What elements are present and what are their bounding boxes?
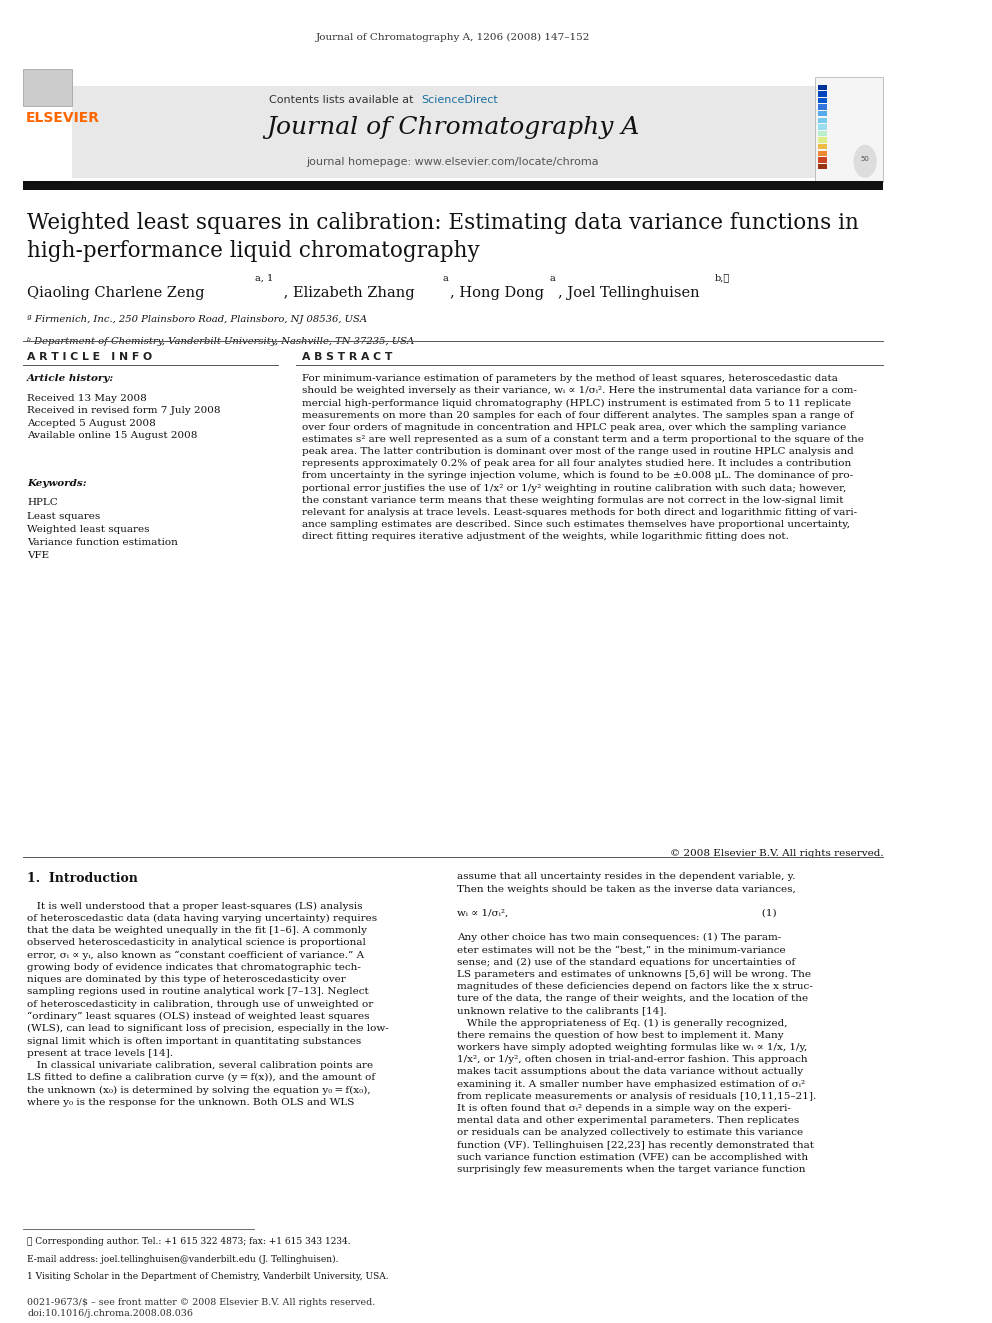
FancyBboxPatch shape: [818, 124, 827, 130]
FancyBboxPatch shape: [818, 144, 827, 149]
Text: Contents lists available at: Contents lists available at: [269, 95, 417, 106]
Text: © 2008 Elsevier B.V. All rights reserved.: © 2008 Elsevier B.V. All rights reserved…: [670, 848, 883, 857]
FancyBboxPatch shape: [818, 164, 827, 169]
FancyBboxPatch shape: [23, 69, 72, 106]
Text: 1.  Introduction: 1. Introduction: [27, 872, 138, 885]
Text: , Elizabeth Zhang: , Elizabeth Zhang: [279, 286, 415, 299]
Text: A R T I C L E   I N F O: A R T I C L E I N F O: [27, 352, 153, 361]
Text: 1 Visiting Scholar in the Department of Chemistry, Vanderbilt University, USA.: 1 Visiting Scholar in the Department of …: [27, 1271, 389, 1281]
Text: Weighted least squares in calibration: Estimating data variance functions in
hig: Weighted least squares in calibration: E…: [27, 212, 859, 262]
FancyBboxPatch shape: [818, 157, 827, 163]
FancyBboxPatch shape: [818, 85, 827, 90]
Text: For minimum-variance estimation of parameters by the method of least squares, he: For minimum-variance estimation of param…: [302, 374, 863, 541]
Text: A B S T R A C T: A B S T R A C T: [302, 352, 392, 361]
FancyBboxPatch shape: [818, 105, 827, 110]
Text: It is well understood that a proper least-squares (LS) analysis
of heteroscedast: It is well understood that a proper leas…: [27, 901, 389, 1107]
Text: 0021-9673/$ – see front matter © 2008 Elsevier B.V. All rights reserved.
doi:10.: 0021-9673/$ – see front matter © 2008 El…: [27, 1298, 375, 1318]
Text: Keywords:: Keywords:: [27, 479, 87, 488]
FancyBboxPatch shape: [818, 138, 827, 143]
FancyBboxPatch shape: [72, 86, 833, 179]
Text: ᵇ Department of Chemistry, Vanderbilt University, Nashville, TN 37235, USA: ᵇ Department of Chemistry, Vanderbilt Un…: [27, 337, 415, 347]
Text: Qiaoling Charlene Zeng: Qiaoling Charlene Zeng: [27, 286, 204, 299]
Text: Journal of Chromatography A, 1206 (2008) 147–152: Journal of Chromatography A, 1206 (2008)…: [315, 33, 590, 42]
Text: , Joel Tellinghuisen: , Joel Tellinghuisen: [558, 286, 699, 299]
FancyBboxPatch shape: [818, 98, 827, 103]
Text: E-mail address: joel.tellinghuisen@vanderbilt.edu (J. Tellinghuisen).: E-mail address: joel.tellinghuisen@vande…: [27, 1254, 338, 1263]
FancyBboxPatch shape: [818, 151, 827, 156]
Text: a: a: [550, 274, 556, 283]
Text: 50: 50: [861, 156, 870, 161]
Circle shape: [854, 146, 876, 177]
Text: a, 1: a, 1: [256, 274, 274, 283]
FancyBboxPatch shape: [818, 91, 827, 97]
Text: ⋆ Corresponding author. Tel.: +1 615 322 4873; fax: +1 615 343 1234.: ⋆ Corresponding author. Tel.: +1 615 322…: [27, 1237, 351, 1246]
Text: Article history:: Article history:: [27, 374, 114, 384]
Text: Received 13 May 2008
Received in revised form 7 July 2008
Accepted 5 August 2008: Received 13 May 2008 Received in revised…: [27, 394, 220, 441]
FancyBboxPatch shape: [23, 181, 883, 191]
FancyBboxPatch shape: [818, 131, 827, 136]
Text: b,⋆: b,⋆: [714, 274, 730, 283]
Text: assume that all uncertainty resides in the dependent variable, y.
Then the weigh: assume that all uncertainty resides in t…: [457, 872, 816, 1174]
Text: ScienceDirect: ScienceDirect: [422, 95, 498, 106]
FancyBboxPatch shape: [818, 111, 827, 116]
FancyBboxPatch shape: [818, 118, 827, 123]
Text: , Hong Dong: , Hong Dong: [450, 286, 545, 299]
Text: ª Firmenich, Inc., 250 Plainsboro Road, Plainsboro, NJ 08536, USA: ª Firmenich, Inc., 250 Plainsboro Road, …: [27, 315, 367, 324]
Text: journal homepage: www.elsevier.com/locate/chroma: journal homepage: www.elsevier.com/locat…: [307, 157, 599, 167]
Text: Journal of Chromatography A: Journal of Chromatography A: [266, 116, 640, 139]
Text: ELSEVIER: ELSEVIER: [26, 111, 99, 126]
Text: HPLC
Least squares
Weighted least squares
Variance function estimation
VFE: HPLC Least squares Weighted least square…: [27, 499, 178, 560]
Text: a: a: [442, 274, 447, 283]
FancyBboxPatch shape: [815, 77, 883, 183]
